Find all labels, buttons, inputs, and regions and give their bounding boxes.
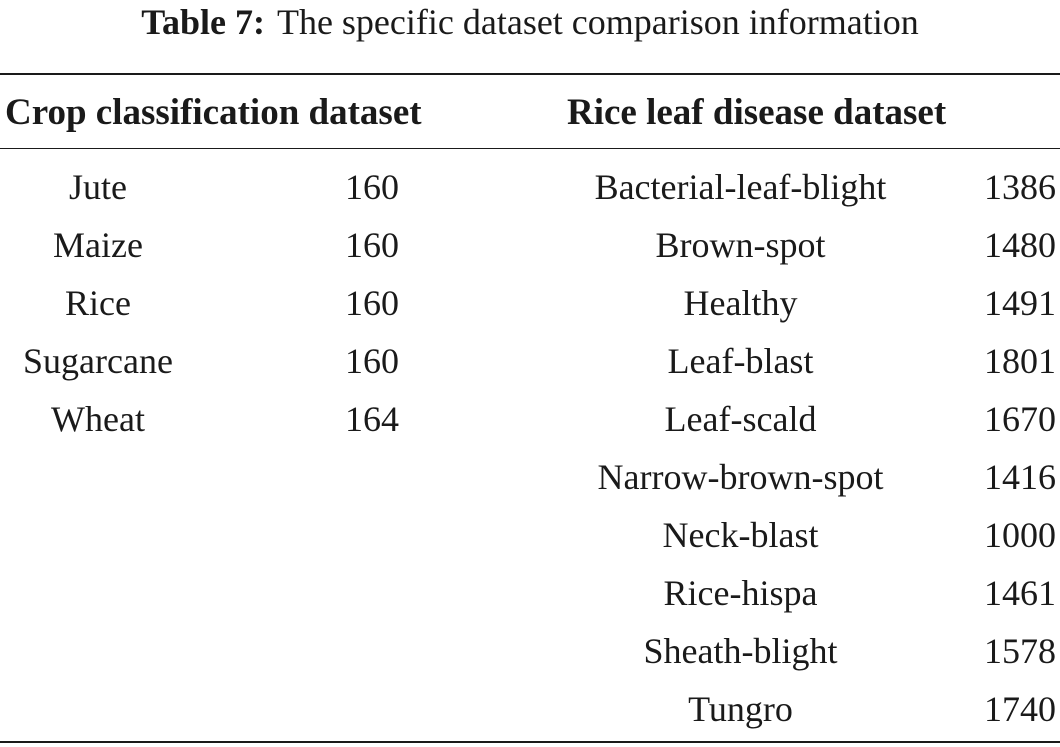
- crop-name-cell: Maize: [53, 225, 143, 265]
- disease-name-cell: Bacterial-leaf-blight: [594, 167, 887, 207]
- crop-count-cell: 160: [345, 283, 399, 323]
- table-bottom-rule: [0, 741, 1060, 743]
- disease-count-cell: 1480: [984, 225, 1056, 265]
- crop-name-cell: Wheat: [51, 399, 145, 439]
- table-row: Rice-hispa 1461: [0, 564, 1060, 622]
- disease-count-cell: 1801: [984, 341, 1056, 381]
- crop-count-cell: 160: [345, 225, 399, 265]
- disease-name-cell: Leaf-scald: [664, 399, 817, 439]
- table-row: Neck-blast 1000: [0, 506, 1060, 564]
- table-row: Tungro 1740: [0, 680, 1060, 738]
- table-row: Jute 160 Bacterial-leaf-blight 1386: [0, 158, 1060, 216]
- disease-name-cell: Tungro: [688, 689, 793, 729]
- disease-count-cell: 1386: [984, 167, 1056, 207]
- table-header-rule: [0, 148, 1060, 149]
- table-body: Jute 160 Bacterial-leaf-blight 1386 Maiz…: [0, 158, 1060, 738]
- table-caption-label: Table 7:: [141, 2, 265, 42]
- table-row: Wheat 164 Leaf-scald 1670: [0, 390, 1060, 448]
- crop-name-cell: Sugarcane: [23, 341, 173, 381]
- disease-count-cell: 1416: [984, 457, 1056, 497]
- crop-count-cell: 164: [345, 399, 399, 439]
- crop-count-cell: 160: [345, 167, 399, 207]
- header-rice-leaf-disease: Rice leaf disease dataset: [567, 92, 947, 133]
- crop-name-cell: Rice: [65, 283, 131, 323]
- table-row: Maize 160 Brown-spot 1480: [0, 216, 1060, 274]
- table-caption-text: The specific dataset comparison informat…: [276, 2, 919, 42]
- crop-count-cell: 160: [345, 341, 399, 381]
- disease-count-cell: 1000: [984, 515, 1056, 555]
- table-row: Rice 160 Healthy 1491: [0, 274, 1060, 332]
- disease-count-cell: 1740: [984, 689, 1056, 729]
- disease-count-cell: 1461: [984, 573, 1056, 613]
- table-row: Narrow-brown-spot 1416: [0, 448, 1060, 506]
- table-caption: Table 7: The specific dataset comparison …: [0, 0, 1060, 44]
- table-top-rule: [0, 73, 1060, 75]
- disease-name-cell: Rice-hispa: [663, 573, 818, 613]
- disease-name-cell: Leaf-blast: [667, 341, 814, 381]
- disease-count-cell: 1578: [984, 631, 1056, 671]
- disease-name-cell: Brown-spot: [655, 225, 826, 265]
- disease-name-cell: Neck-blast: [662, 515, 819, 555]
- disease-count-cell: 1491: [984, 283, 1056, 323]
- table-row: Sugarcane 160 Leaf-blast 1801: [0, 332, 1060, 390]
- disease-count-cell: 1670: [984, 399, 1056, 439]
- header-crop-classification: Crop classification dataset: [5, 92, 422, 133]
- table-row: Sheath-blight 1578: [0, 622, 1060, 680]
- disease-name-cell: Healthy: [683, 283, 798, 323]
- disease-name-cell: Narrow-brown-spot: [597, 457, 884, 497]
- crop-name-cell: Jute: [69, 167, 127, 207]
- disease-name-cell: Sheath-blight: [643, 631, 838, 671]
